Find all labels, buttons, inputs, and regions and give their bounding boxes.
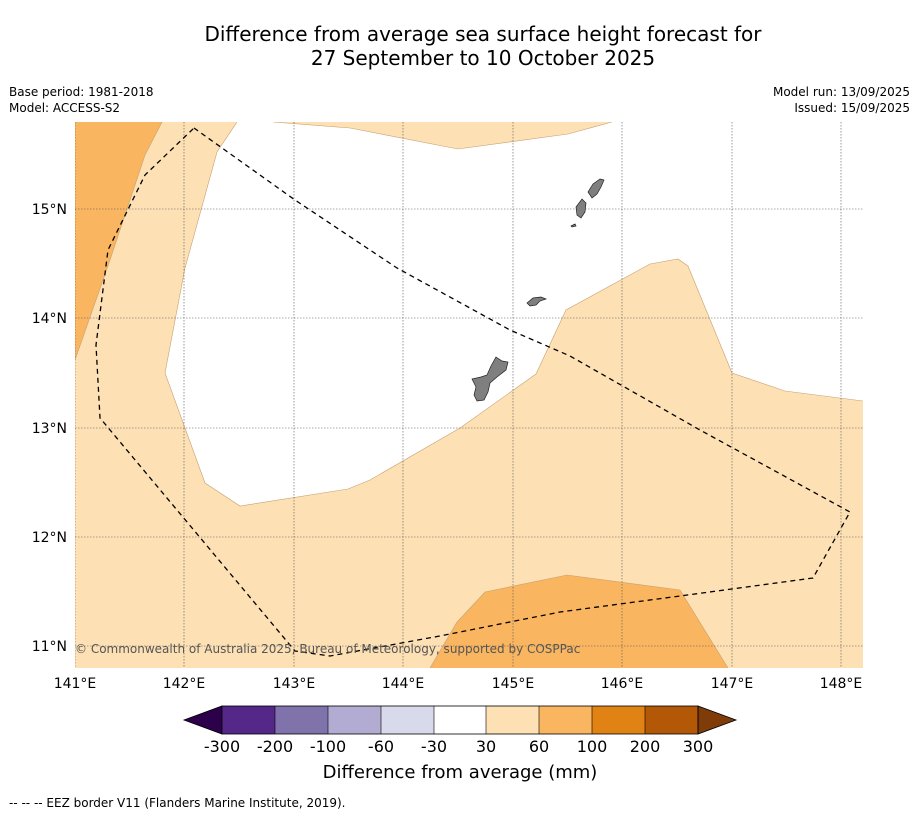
lat-label: 14°N	[32, 311, 67, 327]
colorbar-segment	[486, 706, 539, 734]
colorbar-segment	[645, 706, 698, 734]
meta-left: Base period: 1981-2018 Model: ACCESS-S2	[9, 84, 154, 116]
chart-title: Difference from average sea surface heig…	[0, 22, 919, 70]
colorbar-tick: 300	[683, 737, 714, 756]
issued-date: Issued: 15/09/2025	[794, 101, 910, 115]
colorbar-segment	[381, 706, 434, 734]
anomaly-60-100-northwest	[75, 122, 162, 360]
colorbar-segment	[592, 706, 645, 734]
colorbar-segment	[222, 706, 275, 734]
longitude-labels: 141°E 142°E 143°E 144°E 145°E 146°E 147°…	[54, 676, 863, 692]
lon-label: 141°E	[54, 676, 97, 692]
colorbar-segment	[275, 706, 328, 734]
colorbar-extend-high	[697, 705, 738, 735]
colorbar-tick: 100	[577, 737, 608, 756]
eez-border	[95, 127, 851, 657]
colorbar-tick: 200	[630, 737, 661, 756]
meta-right: Model run: 13/09/2025 Issued: 15/09/2025	[773, 84, 910, 116]
lon-label: 146°E	[601, 676, 644, 692]
lat-label: 12°N	[32, 530, 67, 546]
colorbar-segment	[328, 706, 381, 734]
colorbar-segment	[434, 706, 486, 734]
anomaly-30-60-north-strip	[273, 122, 612, 149]
colorbar-tick: 60	[529, 737, 549, 756]
model-name: Model: ACCESS-S2	[9, 101, 121, 115]
colorbar-segment	[539, 706, 592, 734]
base-period: Base period: 1981-2018	[9, 85, 154, 99]
colorbar-tick: -200	[257, 737, 293, 756]
lon-label: 142°E	[163, 676, 206, 692]
aguijan-island	[570, 223, 577, 228]
eez-legend-note: -- -- -- EEZ border V11 (Flanders Marine…	[9, 796, 346, 810]
colorbar-tick: -30	[421, 737, 447, 756]
lon-label: 144°E	[382, 676, 425, 692]
lon-label: 145°E	[492, 676, 535, 692]
colorbar-tick: -60	[368, 737, 394, 756]
lat-label: 11°N	[32, 639, 67, 655]
lon-label: 143°E	[273, 676, 316, 692]
anomaly-60-100-south	[430, 575, 728, 668]
title-line-1: Difference from average sea surface heig…	[204, 22, 762, 46]
copyright-text: © Commonwealth of Australia 2025, Bureau…	[75, 642, 580, 656]
colorbar-tick: -100	[310, 737, 346, 756]
anomaly-near-zero-region	[165, 122, 863, 506]
lon-label: 147°E	[711, 676, 754, 692]
colorbar-title: Difference from average (mm)	[323, 762, 598, 783]
latitude-labels: 15°N 14°N 13°N 12°N 11°N	[32, 202, 67, 655]
colorbar-extend-low	[182, 705, 223, 735]
lat-label: 15°N	[32, 202, 67, 218]
colorbar-tick: -300	[204, 737, 240, 756]
lon-label: 148°E	[820, 676, 863, 692]
saipan-island	[587, 178, 605, 199]
lat-label: 13°N	[32, 421, 67, 437]
title-line-2: 27 September to 10 October 2025	[310, 46, 656, 70]
model-run: Model run: 13/09/2025	[772, 85, 910, 99]
rota-island	[526, 296, 548, 307]
map-panel: © Commonwealth of Australia 2025, Bureau…	[75, 122, 863, 668]
tinian-island	[575, 198, 587, 219]
colorbar: -300 -200 -100 -60 -30 30 60 100 200 300…	[182, 705, 738, 783]
guam-island	[471, 356, 509, 402]
colorbar-tick: 30	[476, 737, 496, 756]
